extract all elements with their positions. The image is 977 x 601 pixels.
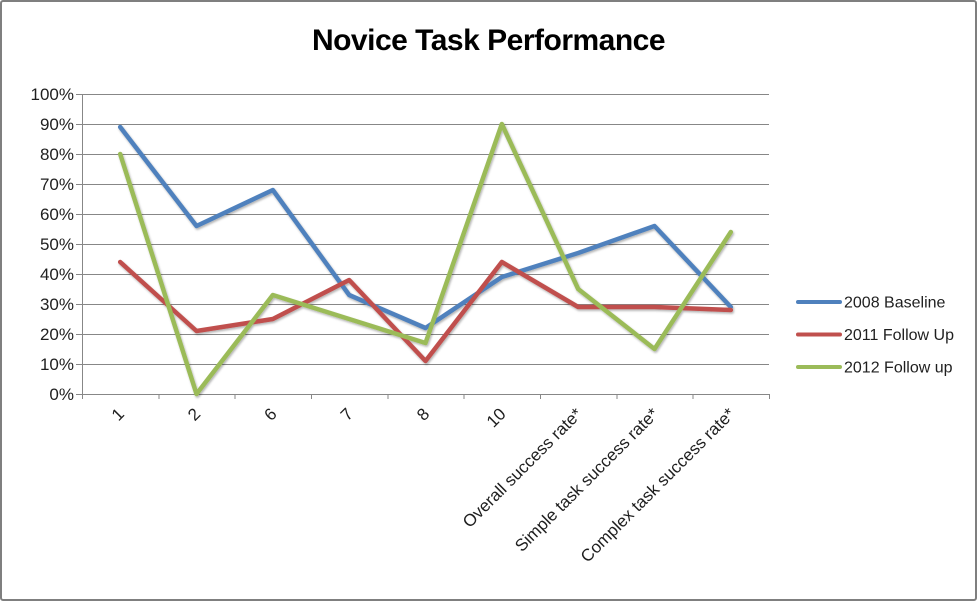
series-line-2011-follow-up (117, 259, 734, 364)
chart-title: Novice Task Performance (311, 24, 666, 57)
legend-label-2008-baseline: 2008 Baseline (844, 295, 946, 312)
x-axis-label-6: 6 (261, 404, 281, 424)
x-axis-label-complex-task-success-rate: Complex task success rate* (577, 404, 739, 566)
series-line-2008-baseline (117, 124, 734, 331)
y-axis-label: 20% (40, 325, 74, 344)
legend-label-2012-follow-up: 2012 Follow up (844, 360, 953, 377)
x-axis-label-1: 1 (108, 404, 128, 424)
gridlines: 0% 10% 20% 30% 40% 50% 60% 70% 80% 90% 100% (31, 85, 769, 404)
y-axis-label: 80% (40, 145, 74, 164)
legend-entry-2011-follow-up: 2011 Follow Up (796, 327, 954, 344)
x-axis-label-2: 2 (184, 404, 204, 424)
y-axis-label: 100% (31, 85, 74, 104)
axes (82, 94, 770, 399)
y-axis-label: 0% (49, 385, 74, 404)
y-axis-label: 50% (40, 235, 74, 254)
y-axis-label: 60% (40, 205, 74, 224)
y-axis-label: 90% (40, 115, 74, 134)
x-axis-label-8: 8 (413, 404, 433, 424)
x-axis-label-simple-task-success-rate: Simple task success rate* (511, 404, 662, 555)
legend-entry-2012-follow-up: 2012 Follow up (796, 360, 953, 377)
legend: 2008 Baseline 2011 Follow Up 2012 Follow u… (796, 295, 954, 377)
y-axis-label: 40% (40, 265, 74, 284)
x-axis-label-7: 7 (337, 404, 357, 424)
y-axis-label: 30% (40, 295, 74, 314)
series-line-2012-follow-up (117, 121, 734, 397)
x-axis-label-10: 10 (483, 404, 510, 431)
y-axis-label: 10% (40, 355, 74, 374)
legend-label-2011-follow-up: 2011 Follow Up (844, 327, 954, 344)
y-axis-label: 70% (40, 175, 74, 194)
series-lines (117, 121, 734, 397)
legend-entry-2008-baseline: 2008 Baseline (796, 295, 946, 312)
